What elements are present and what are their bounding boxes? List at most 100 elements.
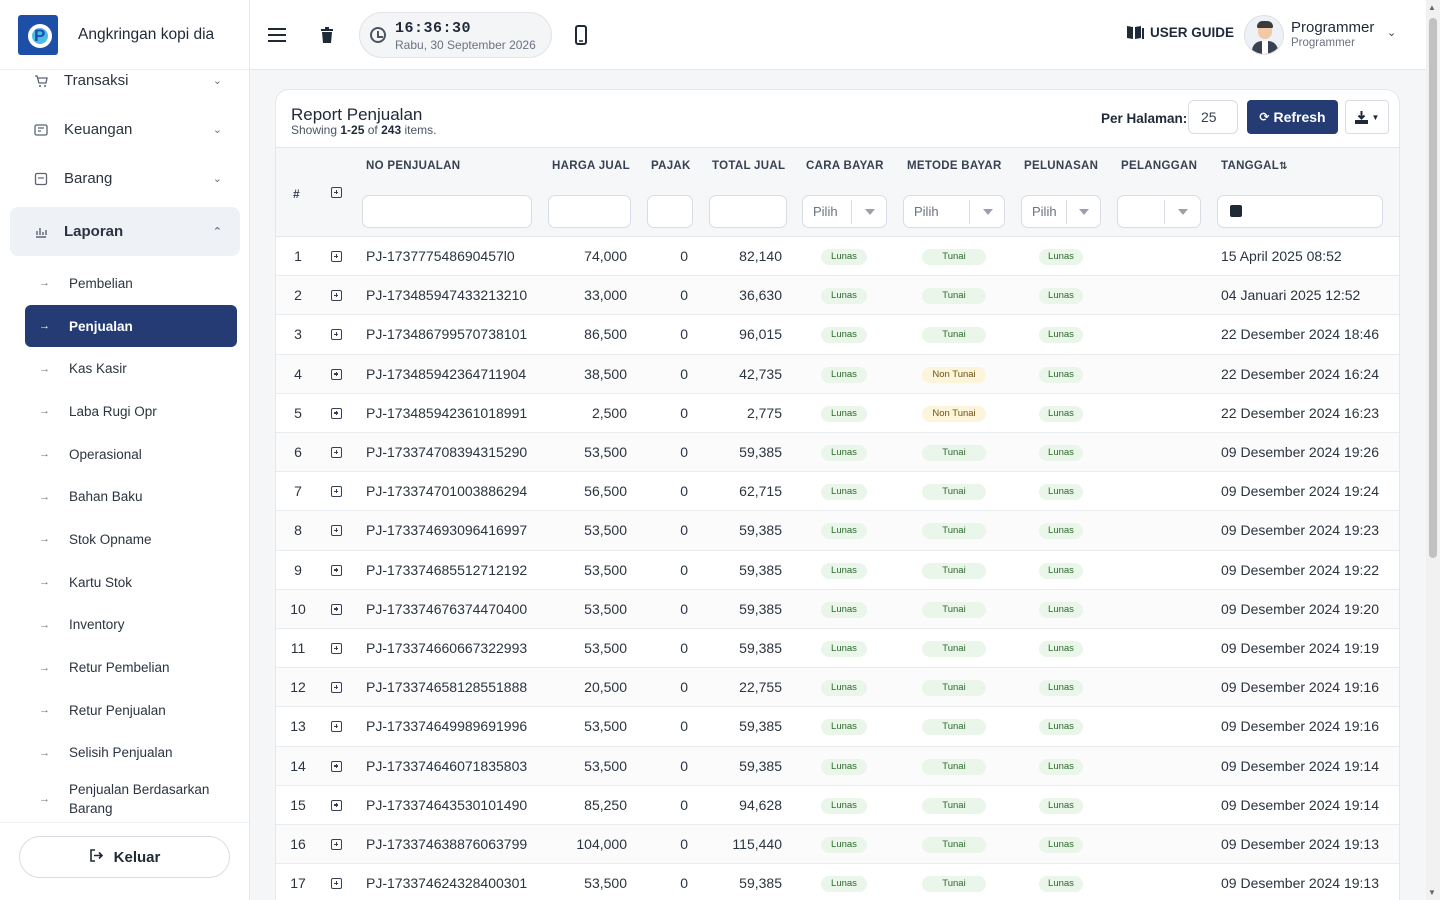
- avatar[interactable]: [1244, 15, 1284, 55]
- col-total-jual[interactable]: TOTAL JUAL: [712, 160, 786, 172]
- col-metode-bayar[interactable]: METODE BAYAR: [907, 160, 1002, 172]
- sidebar-subitem-operasional[interactable]: → Operasional: [25, 433, 237, 476]
- sidebar-subitem-pembelian[interactable]: → Pembelian: [25, 262, 237, 305]
- cell-index: 14: [290, 757, 306, 774]
- mobile-icon[interactable]: [568, 22, 594, 48]
- sidebar-item-transaksi[interactable]: Transaksi ⌄: [0, 56, 249, 105]
- filter-pelanggan[interactable]: [1117, 195, 1201, 228]
- table-row[interactable]: 15 PJ-173374643530101490 85,250 0 94,628 Luna…: [276, 786, 1399, 825]
- table-row[interactable]: 13 PJ-173374649989691996 53,500 0 59,385 Luna…: [276, 707, 1399, 747]
- expand-row-icon[interactable]: [331, 564, 342, 576]
- chevron-down-icon: ⌄: [212, 75, 222, 87]
- badge-cara-bayar: Lunas: [821, 484, 867, 501]
- table-row[interactable]: 1 PJ-173777548690457l0 74,000 0 82,140 Lunas T…: [276, 237, 1399, 277]
- download-button[interactable]: ▼: [1345, 100, 1389, 134]
- expand-row-icon[interactable]: [331, 486, 342, 498]
- sidebar-item-label: Transaksi: [64, 72, 129, 89]
- table-row[interactable]: 17 PJ-173374624328400301 53,500 0 59,385 Luna…: [276, 864, 1399, 900]
- sidebar-subitem-stok-opname[interactable]: → Stok Opname: [25, 518, 237, 561]
- expand-row-icon[interactable]: [331, 799, 342, 811]
- sidebar-subitem-laba-rugi-opr[interactable]: → Laba Rugi Opr: [25, 390, 237, 433]
- table-row[interactable]: 14 PJ-173374646071835803 53,500 0 59,385 Luna…: [276, 746, 1399, 786]
- sidebar-subitem-kartu-stok[interactable]: → Kartu Stok: [25, 561, 237, 604]
- sidebar-subitem-retur-pembelian[interactable]: → Retur Pembelian: [25, 646, 237, 689]
- filter-total-jual[interactable]: [709, 195, 787, 228]
- sidebar-subitem-penjualan[interactable]: → Penjualan: [25, 304, 237, 348]
- expand-row-icon[interactable]: [331, 760, 342, 772]
- table-row[interactable]: 7 PJ-173374701003886294 56,500 0 62,715 Lunas…: [276, 472, 1399, 512]
- badge-metode-bayar: Tunai: [922, 288, 986, 305]
- hamburger-menu-icon[interactable]: [264, 22, 290, 48]
- refresh-button[interactable]: ⟳ Refresh: [1247, 100, 1338, 134]
- page-scrollbar[interactable]: ▲ ▼: [1426, 0, 1440, 900]
- clock-widget: 16:36:30 Rabu, 30 September 2026: [359, 12, 552, 58]
- expand-row-icon[interactable]: [331, 603, 342, 615]
- expand-row-icon[interactable]: [331, 368, 342, 380]
- expand-row-icon[interactable]: [331, 525, 342, 537]
- sidebar-subitem-penjualan-berdasarkan-barang[interactable]: → Penjualan Berdasarkan Barang: [25, 774, 237, 824]
- logout-button[interactable]: Keluar: [19, 836, 230, 878]
- badge-pelunasan: Lunas: [1039, 249, 1083, 265]
- col-no-penjualan[interactable]: NO PENJUALAN: [366, 160, 461, 172]
- table-row[interactable]: 4 PJ-173485942364711904 38,500 0 42,735 Lunas…: [276, 354, 1399, 394]
- expand-row-icon[interactable]: [331, 839, 342, 850]
- expand-row-icon[interactable]: [331, 447, 342, 458]
- col-cara-bayar[interactable]: CARA BAYAR: [806, 160, 884, 172]
- expand-row-icon[interactable]: [331, 643, 342, 654]
- user-guide-link[interactable]: USER GUIDE: [1126, 24, 1234, 40]
- sidebar-subitem-bahan-baku[interactable]: → Bahan Baku: [25, 475, 237, 518]
- col-pajak[interactable]: PAJAK: [651, 160, 691, 172]
- cell-harga-jual: 53,500: [584, 600, 627, 617]
- col-pelunasan[interactable]: PELUNASAN: [1024, 160, 1099, 172]
- chevron-down-icon[interactable]: ⌄: [1387, 27, 1397, 39]
- filter-no-penjualan[interactable]: [362, 195, 532, 228]
- filter-pelunasan[interactable]: Pilih: [1021, 195, 1101, 228]
- table-row[interactable]: 11 PJ-173374660667322993 53,500 0 59,385 Luna…: [276, 629, 1399, 669]
- per-page-input[interactable]: 25: [1188, 100, 1238, 134]
- filter-harga-jual[interactable]: [548, 195, 631, 228]
- sidebar-subitem-kas-kasir[interactable]: → Kas Kasir: [25, 347, 237, 390]
- table-row[interactable]: 2 PJ-173485947433213210 33,000 0 36,630 Lunas…: [276, 276, 1399, 316]
- trash-icon[interactable]: [314, 22, 340, 48]
- table-row[interactable]: 9 PJ-173374685512712192 53,500 0 59,385 Lunas…: [276, 551, 1399, 590]
- scroll-thumb[interactable]: [1429, 18, 1437, 558]
- table-row[interactable]: 8 PJ-173374693096416997 53,500 0 59,385 Lunas…: [276, 511, 1399, 551]
- badge-metode-bayar: Tunai: [922, 641, 986, 657]
- table-row[interactable]: 3 PJ-173486799570738101 86,500 0 96,015 Lunas…: [276, 315, 1399, 355]
- expand-row-icon[interactable]: [331, 329, 342, 341]
- scroll-down-arrow-icon[interactable]: ▼: [1428, 888, 1436, 897]
- sidebar-item-laporan[interactable]: Laporan ⌃: [10, 207, 240, 256]
- filter-cara-bayar[interactable]: Pilih: [802, 195, 887, 228]
- brand[interactable]: P Angkringan kopi dia: [0, 0, 249, 70]
- expand-row-icon[interactable]: [331, 682, 342, 694]
- filter-metode-bayar[interactable]: Pilih: [903, 195, 1005, 228]
- filter-tanggal[interactable]: [1217, 195, 1383, 228]
- table-row[interactable]: 16 PJ-173374638876063799 104,000 0 115,440 Lu…: [276, 825, 1399, 865]
- col-harga-jual[interactable]: HARGA JUAL: [552, 160, 630, 172]
- filter-pajak[interactable]: [647, 195, 693, 228]
- sidebar-subitem-inventory[interactable]: → Inventory: [25, 604, 237, 647]
- expand-row-icon[interactable]: [331, 721, 342, 733]
- expand-row-icon[interactable]: [331, 407, 342, 419]
- arrow-right-icon: →: [39, 618, 50, 631]
- scroll-up-arrow-icon[interactable]: ▲: [1428, 3, 1436, 12]
- col-tanggal[interactable]: TANGGAL⇅: [1221, 160, 1288, 172]
- expand-row-icon[interactable]: [331, 251, 342, 262]
- table-row[interactable]: 12 PJ-173374658128551888 20,500 0 22,755 Luna…: [276, 668, 1399, 708]
- sidebar-subitem-retur-penjualan[interactable]: → Retur Penjualan: [25, 689, 237, 732]
- expand-row-icon[interactable]: [331, 290, 342, 302]
- table-row[interactable]: 5 PJ-173485942361018991 2,500 0 2,775 Lunas No…: [276, 394, 1399, 433]
- user-name[interactable]: Programmer: [1291, 19, 1375, 36]
- sidebar-subitem-selisih-penjualan[interactable]: → Selisih Penjualan: [25, 732, 237, 775]
- col-pelanggan[interactable]: PELANGGAN: [1121, 160, 1198, 172]
- badge-metode-bayar: Non Tunai: [922, 405, 986, 422]
- table-row[interactable]: 6 PJ-173374708394315290 53,500 0 59,385 Lunas…: [276, 433, 1399, 473]
- cell-harga-jual: 104,000: [576, 836, 627, 852]
- sidebar-item-keuangan[interactable]: Keuangan ⌄: [0, 105, 249, 154]
- expand-row-icon[interactable]: [331, 878, 342, 890]
- sidebar-item-label: Keuangan: [64, 121, 133, 138]
- sidebar-item-barang[interactable]: Barang ⌄: [0, 154, 249, 203]
- expand-all-icon[interactable]: [331, 187, 342, 198]
- sidebar-subitem-label: Retur Pembelian: [69, 660, 170, 676]
- table-row[interactable]: 10 PJ-173374676374470400 53,500 0 59,385 Luna…: [276, 589, 1399, 629]
